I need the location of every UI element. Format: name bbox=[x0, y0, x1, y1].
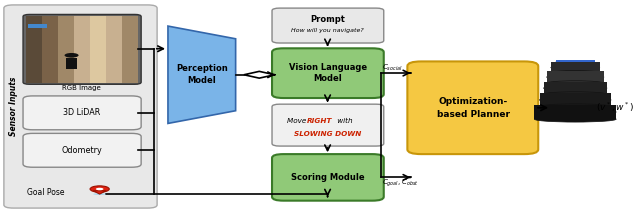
FancyBboxPatch shape bbox=[272, 104, 384, 146]
Ellipse shape bbox=[534, 116, 616, 122]
FancyBboxPatch shape bbox=[4, 5, 157, 208]
FancyBboxPatch shape bbox=[23, 133, 141, 167]
Text: Optimization-
based Planner: Optimization- based Planner bbox=[436, 97, 509, 118]
Bar bbox=[28, 24, 47, 28]
FancyBboxPatch shape bbox=[272, 48, 384, 98]
Ellipse shape bbox=[551, 66, 600, 70]
Text: 3D LiDAR: 3D LiDAR bbox=[63, 108, 100, 117]
Text: Vision Language
Model: Vision Language Model bbox=[289, 63, 367, 83]
Text: $(v^*, w^*)$: $(v^*, w^*)$ bbox=[596, 101, 634, 114]
Ellipse shape bbox=[556, 61, 595, 63]
Bar bbox=[26, 16, 42, 83]
Bar bbox=[547, 71, 604, 83]
Text: with: with bbox=[335, 118, 353, 124]
Bar bbox=[106, 16, 122, 83]
Bar bbox=[58, 16, 74, 83]
Bar bbox=[551, 62, 600, 73]
Text: RIGHT: RIGHT bbox=[307, 118, 333, 124]
Ellipse shape bbox=[534, 109, 616, 115]
FancyBboxPatch shape bbox=[23, 96, 141, 130]
Bar bbox=[540, 93, 611, 106]
Text: Scoring Module: Scoring Module bbox=[291, 173, 364, 182]
Ellipse shape bbox=[556, 63, 595, 65]
Ellipse shape bbox=[547, 75, 604, 79]
Text: How will you navigate?: How will you navigate? bbox=[291, 28, 364, 33]
Ellipse shape bbox=[543, 86, 607, 91]
Polygon shape bbox=[93, 191, 106, 194]
Circle shape bbox=[96, 188, 104, 190]
FancyBboxPatch shape bbox=[408, 61, 538, 154]
Text: SLOWING DOWN: SLOWING DOWN bbox=[294, 131, 361, 137]
Ellipse shape bbox=[551, 71, 600, 75]
Ellipse shape bbox=[547, 81, 604, 86]
Bar bbox=[90, 16, 106, 83]
FancyBboxPatch shape bbox=[23, 14, 141, 84]
Bar bbox=[556, 59, 595, 64]
Ellipse shape bbox=[540, 97, 611, 103]
Text: Goal Pose: Goal Pose bbox=[27, 188, 64, 197]
Circle shape bbox=[90, 186, 109, 192]
Bar bbox=[543, 82, 607, 94]
Bar bbox=[42, 16, 58, 83]
Ellipse shape bbox=[540, 104, 611, 109]
Bar bbox=[122, 16, 138, 83]
Ellipse shape bbox=[543, 92, 607, 97]
Text: $C_{goal}, C_{obst}$: $C_{goal}, C_{obst}$ bbox=[382, 178, 419, 189]
Circle shape bbox=[65, 53, 79, 58]
FancyBboxPatch shape bbox=[272, 154, 384, 201]
Polygon shape bbox=[244, 71, 275, 78]
Text: Sensor Inputs: Sensor Inputs bbox=[9, 77, 18, 136]
Text: Odometry: Odometry bbox=[61, 146, 102, 155]
Ellipse shape bbox=[93, 193, 106, 195]
Polygon shape bbox=[168, 26, 236, 123]
FancyBboxPatch shape bbox=[272, 8, 384, 43]
Bar bbox=[534, 105, 616, 119]
Text: $C_{social}$: $C_{social}$ bbox=[382, 63, 403, 73]
Bar bbox=[74, 16, 90, 83]
Text: Prompt: Prompt bbox=[310, 15, 345, 24]
Text: Move: Move bbox=[287, 118, 308, 124]
Bar bbox=[66, 58, 77, 69]
Text: RGB Image: RGB Image bbox=[62, 85, 101, 91]
Text: Perception
Model: Perception Model bbox=[176, 64, 228, 85]
